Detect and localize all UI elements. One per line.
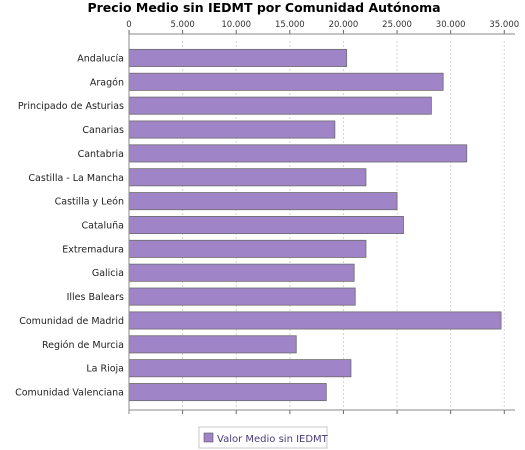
x-tick-label: 5.000 [170,20,194,30]
category-label: Cataluña [81,221,124,232]
x-tick-label: 10.000 [221,20,251,30]
bar [128,216,404,234]
bar [128,335,297,354]
bar [128,192,398,211]
category-label: Extremadura [62,244,124,255]
legend: Valor Medio sin IEDMT [198,426,329,449]
bar [128,144,468,163]
bars [128,48,502,402]
category-label: Canarias [82,125,124,136]
bar [128,263,355,282]
x-tick-label: 30.000 [436,20,466,30]
bar [128,359,352,378]
x-tick-label: 35.000 [489,20,519,30]
category-label: Aragón [90,77,124,88]
bar [128,168,367,187]
category-label: Región de Murcia [42,340,124,351]
top-tick-labels: 0 5.000 10.000 15.000 20.000 25.000 30.000 35.0… [126,20,519,414]
category-label: Principado de Asturias [18,101,124,112]
bar [128,311,502,330]
category-label: Comunidad Valenciana [15,388,124,399]
category-label: Comunidad de Madrid [19,316,124,327]
x-tick-label: 20.000 [329,20,359,30]
bar [128,383,327,402]
category-labels: Andalucía Aragón Principado de Asturias Can… [15,53,124,398]
category-label: Castilla y León [55,197,124,208]
legend-box [198,426,328,449]
bar [128,48,348,67]
category-label: Castilla - La Mancha [28,173,124,184]
category-label: Illes Balears [67,292,124,303]
x-tick-label: 25.000 [382,20,412,30]
category-label: Cantabria [78,149,124,160]
bar [128,72,444,91]
bar [128,239,367,258]
legend-label: Valor Medio sin IEDMT [217,434,329,445]
axes [128,33,515,414]
x-tick-label: 15.000 [275,20,305,30]
bar [128,96,432,115]
bar [128,287,356,306]
category-label: La Rioja [86,364,124,375]
category-label: Andalucía [77,53,124,64]
bar [128,120,336,139]
chart-title: Precio Medio sin IEDMT por Comunidad Aut… [87,0,440,15]
x-tick-label: 0 [126,20,131,30]
legend-swatch [203,432,214,443]
category-label: Galicia [92,268,124,279]
